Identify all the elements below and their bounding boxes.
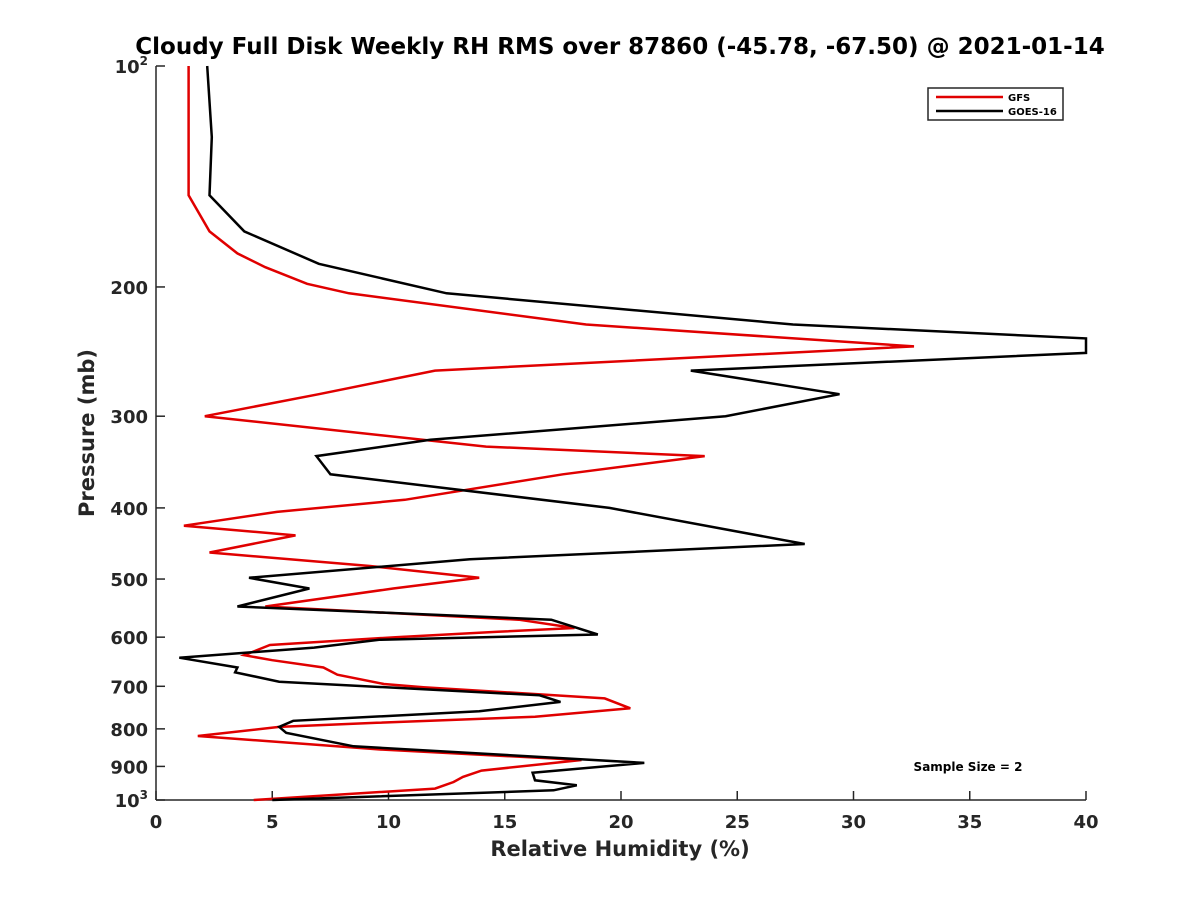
y-tick-label: 200 — [110, 278, 148, 299]
legend-label-goes16: GOES-16 — [1008, 107, 1057, 118]
y-tick-label: 500 — [110, 570, 148, 591]
x-tick-label: 0 — [150, 812, 163, 833]
y-tick-label: 300 — [110, 407, 148, 428]
y-tick-label: 800 — [110, 720, 148, 741]
x-tick-label: 20 — [608, 812, 633, 833]
series-lines — [179, 65, 1088, 802]
legend-label-gfs: GFS — [1008, 93, 1030, 104]
x-axis-label: Relative Humidity (%) — [490, 837, 749, 861]
chart-title: Cloudy Full Disk Weekly RH RMS over 8786… — [135, 34, 1104, 60]
x-tick-label: 35 — [957, 812, 982, 833]
x-tick-label: 25 — [725, 812, 750, 833]
x-tick-label: 40 — [1073, 812, 1098, 833]
y-axis-label: Pressure (mb) — [75, 349, 99, 517]
series-line-goes-16 — [179, 65, 1088, 802]
y-tick-label: 700 — [110, 677, 148, 698]
y-tick-label: 900 — [110, 757, 148, 778]
x-tick-label: 30 — [841, 812, 866, 833]
y-tick-label: 103 — [115, 788, 148, 812]
x-tick-label: 15 — [492, 812, 517, 833]
legend: GFS GOES-16 — [927, 87, 1064, 121]
plot-area — [155, 66, 1086, 801]
y-tick-label: 400 — [110, 499, 148, 520]
y-axis-ticks: 102 200 300 400 500 600 700 800 900 103 — [110, 54, 165, 812]
series-line-gfs — [183, 66, 915, 802]
x-axis-ticks: 0 5 10 15 20 25 30 35 40 — [150, 791, 1099, 833]
y-tick-label: 600 — [110, 628, 148, 649]
legend-box — [927, 87, 1064, 121]
x-tick-label: 10 — [376, 812, 401, 833]
x-tick-label: 5 — [266, 812, 279, 833]
sample-size-annotation: Sample Size = 2 — [914, 760, 1023, 774]
y-tick-label: 102 — [115, 54, 148, 78]
